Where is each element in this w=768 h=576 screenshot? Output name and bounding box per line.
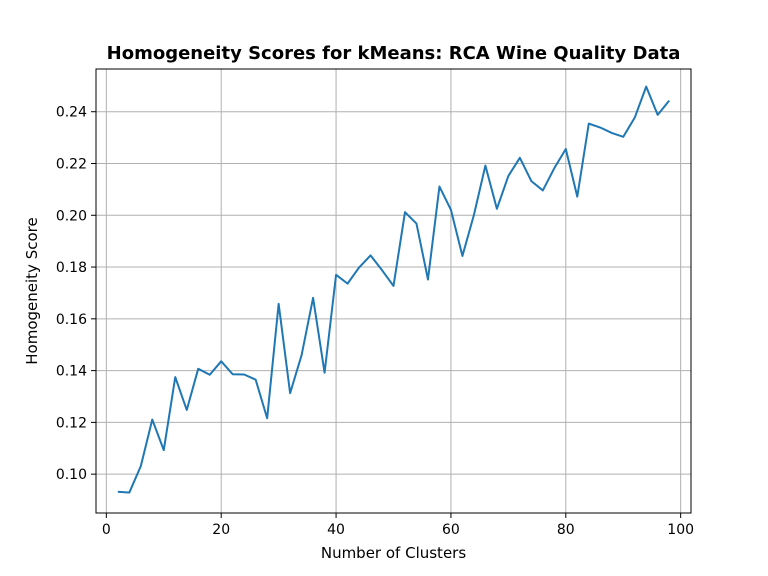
y-tick-label: 0.18 [56,260,87,276]
y-tick-label: 0.22 [56,156,87,172]
y-tick-label: 0.12 [56,415,87,431]
x-tick-label: 60 [442,522,460,538]
y-tick-label: 0.14 [56,364,87,380]
y-tick-label: 0.20 [56,208,87,224]
y-tick-label: 0.16 [56,312,87,328]
chart-title: Homogeneity Scores for kMeans: RCA Wine … [107,43,681,64]
x-gridlines [105,69,682,513]
series-group [117,85,670,494]
x-tick-label: 40 [327,522,345,538]
y-axis-ticks: 0.10 0.12 0.14 0.16 0.18 0.20 0.22 0.24 [56,105,96,483]
series-line [117,85,670,494]
x-tick-label: 20 [212,522,230,538]
x-axis-ticks: 0 20 40 60 80 100 [102,513,694,538]
plot-frame [95,68,692,514]
x-tick-label: 100 [667,522,694,538]
y-tick-label: 0.10 [56,467,87,483]
x-tick-label: 0 [102,522,111,538]
y-gridlines [96,111,691,475]
y-tick-label: 0.24 [56,105,87,121]
y-axis-label: Homogeneity Score [23,217,41,364]
x-axis-label: Number of Clusters [321,544,466,562]
x-tick-label: 80 [557,522,575,538]
